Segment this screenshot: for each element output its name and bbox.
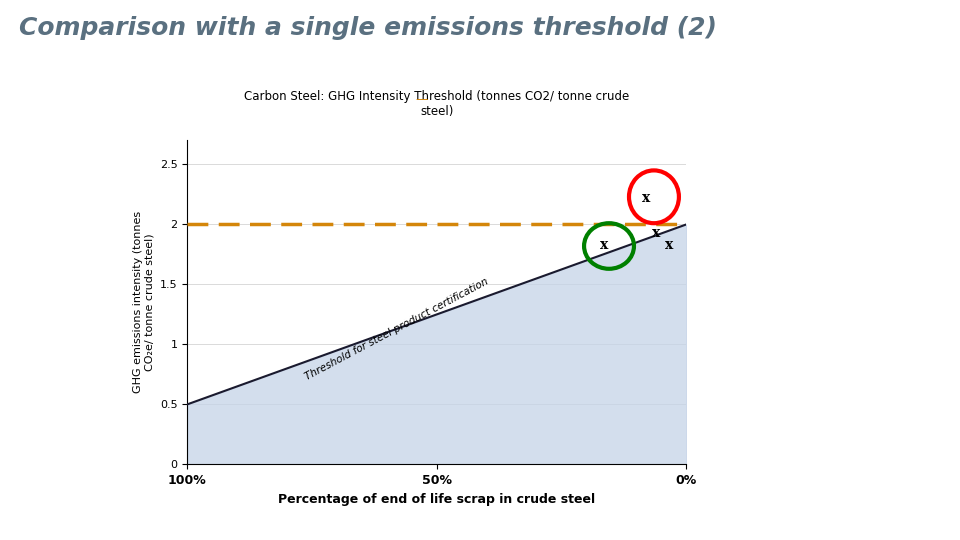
Text: —: — <box>416 93 428 106</box>
Text: Comparison with a single emissions threshold (2): Comparison with a single emissions thres… <box>19 16 717 40</box>
Y-axis label: GHG emissions intensity (tonnes
CO₂e/ tonne crude steel): GHG emissions intensity (tonnes CO₂e/ to… <box>132 211 155 394</box>
Text: x: x <box>642 191 651 205</box>
Text: x: x <box>665 238 673 252</box>
Text: x: x <box>653 226 660 240</box>
Text: Threshold for steel product certification: Threshold for steel product certificatio… <box>303 276 491 382</box>
X-axis label: Percentage of end of life scrap in crude steel: Percentage of end of life scrap in crude… <box>278 492 595 505</box>
Title: Carbon Steel: GHG Intensity Threshold (tonnes CO2/ tonne crude
steel): Carbon Steel: GHG Intensity Threshold (t… <box>244 90 630 118</box>
Text: x: x <box>600 238 609 252</box>
